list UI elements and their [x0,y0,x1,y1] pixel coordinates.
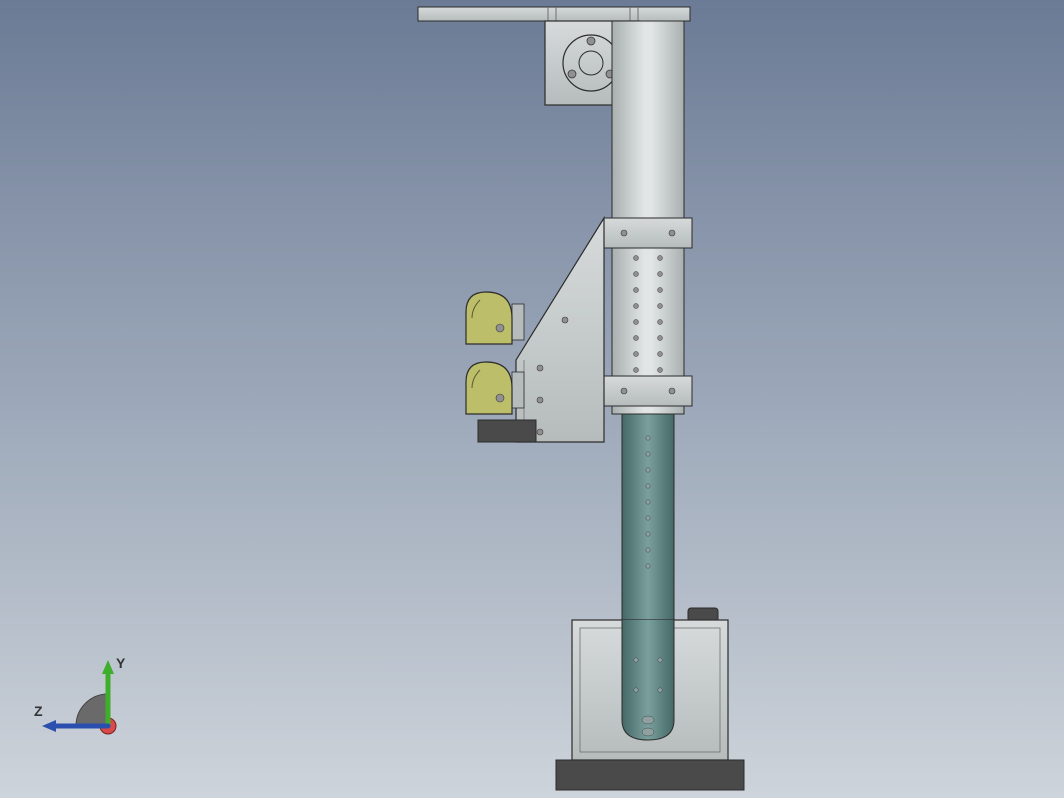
cad-viewport[interactable]: Y Z [0,0,1064,798]
axis-y-label: Y [116,655,126,671]
upper-tube [612,21,684,221]
model-canvas [0,0,1064,798]
top-plate [418,7,690,21]
axis-z-label: Z [34,703,43,719]
triad-cube-icon [76,694,108,726]
bracket-band-top [604,218,692,248]
clamp-base [478,420,536,442]
lower-tube-holes [646,436,650,568]
bracket-band-bottom [604,376,692,406]
base-plate [556,760,744,790]
bracket-gusset [516,218,604,442]
clamp-top [466,292,512,344]
view-triad[interactable]: Y Z [30,648,150,768]
clamp-bottom [466,362,512,414]
